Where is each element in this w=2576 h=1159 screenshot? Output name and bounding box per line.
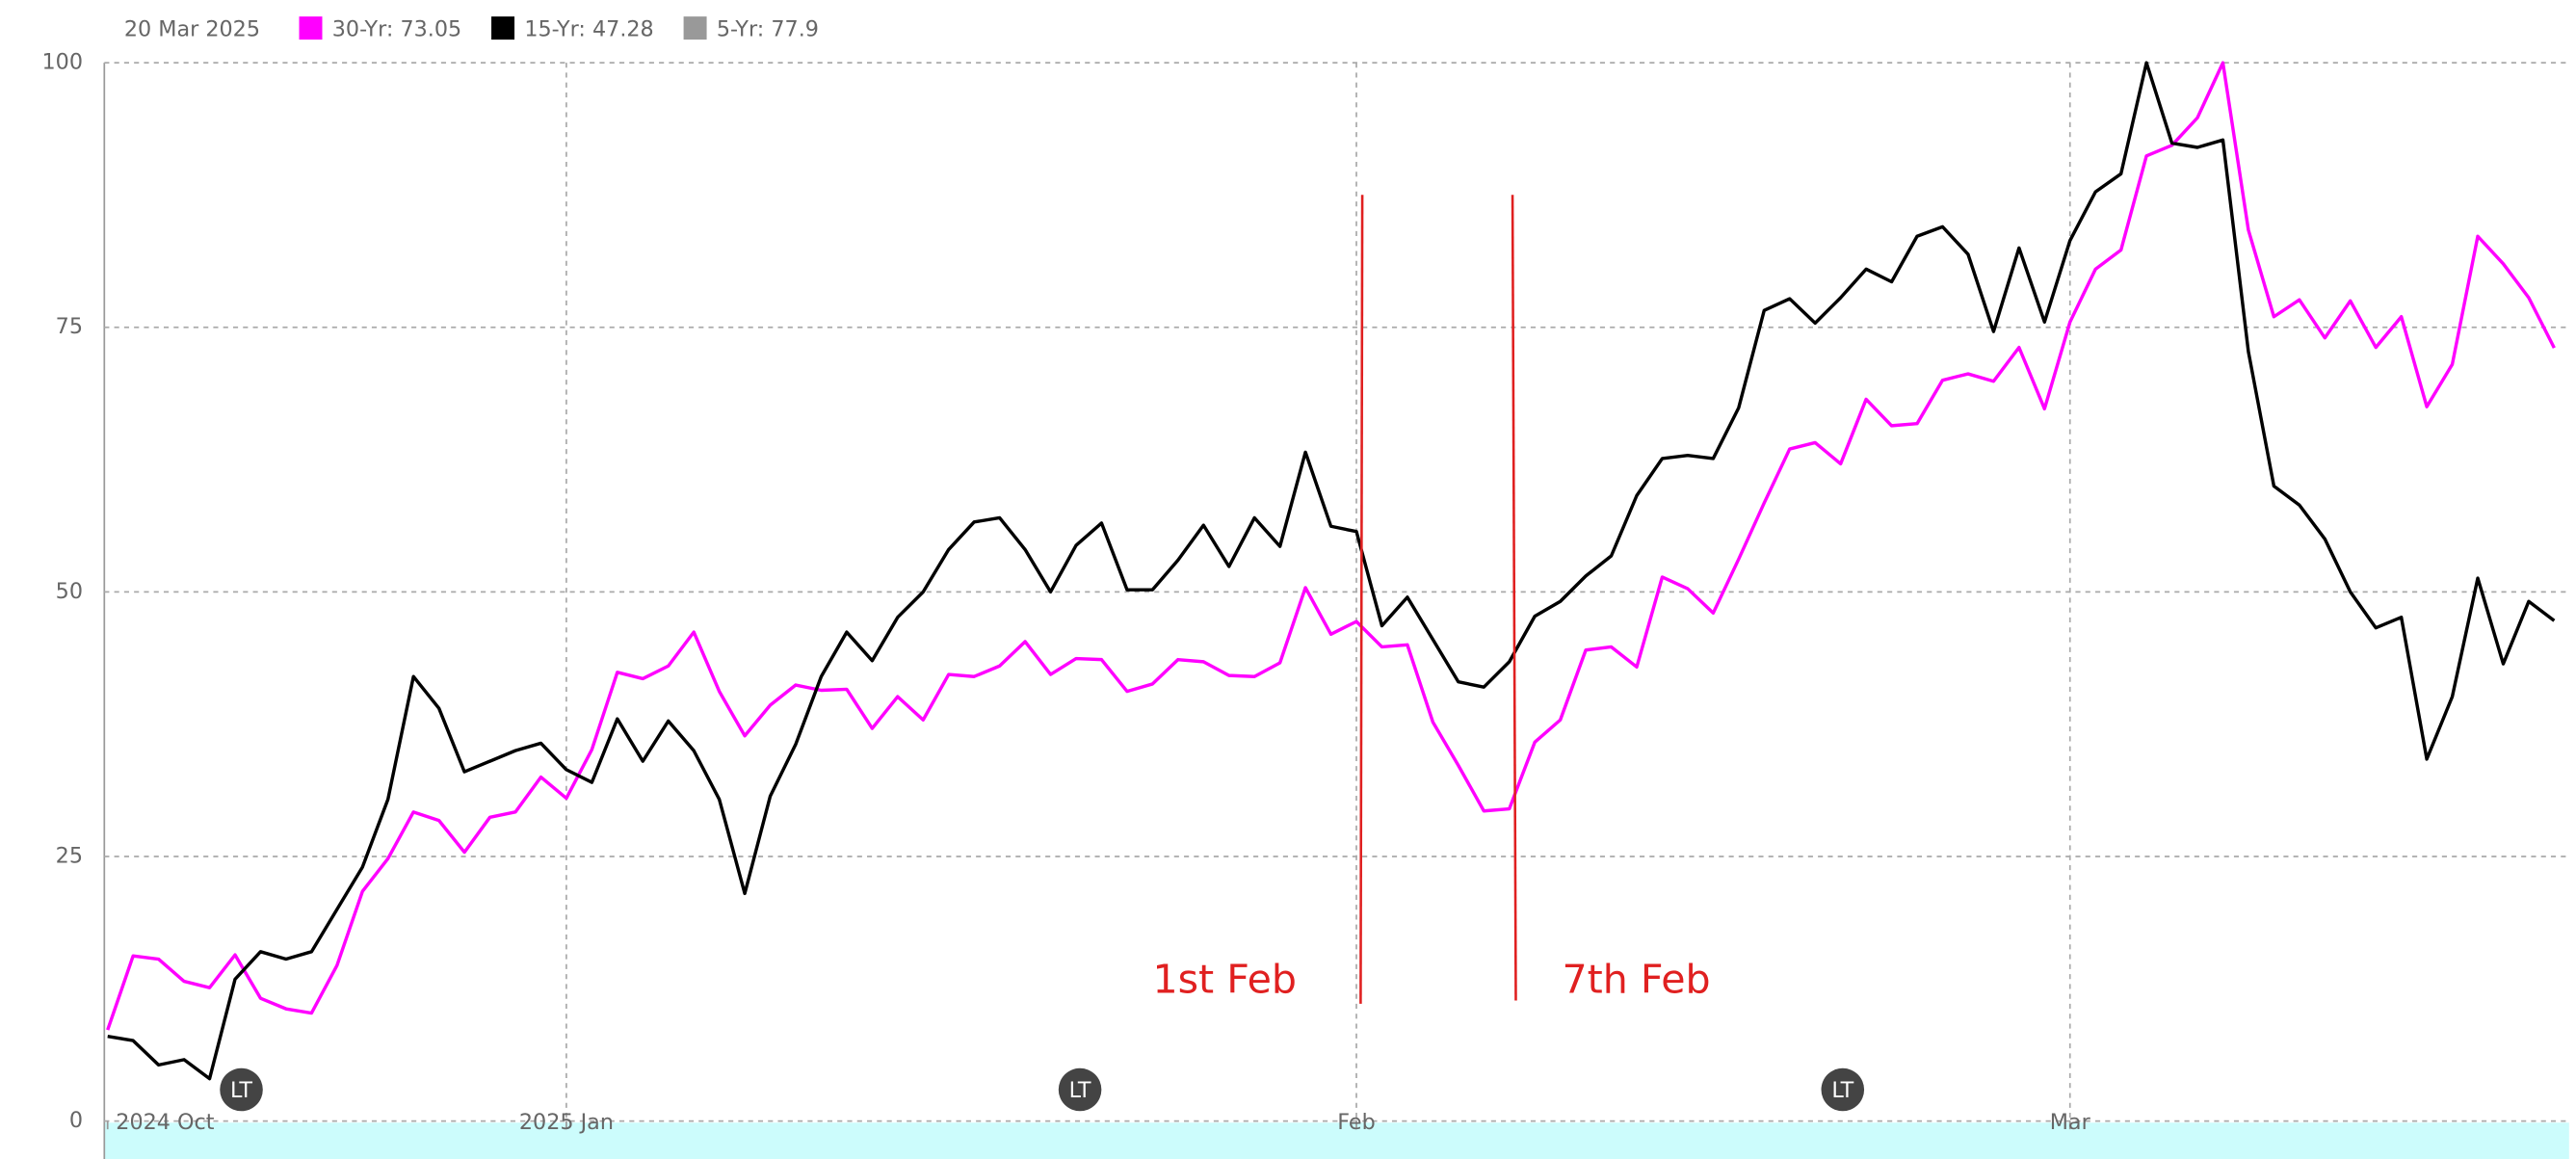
- y-tick-label: 50: [56, 579, 83, 604]
- marker[interactable]: LT: [220, 1067, 263, 1112]
- marker-circle[interactable]: [1058, 1067, 1102, 1112]
- legend-label: 30-Yr: 73.05: [332, 16, 461, 41]
- y-tick-label: 75: [56, 314, 83, 339]
- annotation-line: [1359, 195, 1364, 1004]
- marker-label[interactable]: LT: [1069, 1078, 1091, 1103]
- marker[interactable]: LT: [1058, 1067, 1102, 1112]
- x-tick-label: Mar: [2050, 1110, 2091, 1135]
- legend-date: 20 Mar 2025: [124, 16, 260, 41]
- y-tick-label: 0: [69, 1108, 83, 1133]
- series-line: [106, 61, 2556, 1031]
- legend-swatch: [299, 16, 323, 40]
- annotation: 1st Feb: [1152, 957, 1297, 1003]
- plot: 0 25 50 75 100 2024 Oct 2025 Jan Feb Mar: [42, 50, 2569, 1135]
- x-tick-label: Feb: [1337, 1110, 1375, 1135]
- series-line: [107, 61, 2556, 1081]
- x-tick-label: 2024 Oct: [116, 1110, 215, 1135]
- legend-swatch: [491, 16, 515, 40]
- x-axis-band: [104, 1122, 2569, 1159]
- marker-label[interactable]: LT: [1831, 1078, 1853, 1103]
- marker[interactable]: LT: [1821, 1067, 1865, 1112]
- y-tick-label: 25: [56, 843, 83, 868]
- legend-label: 5-Yr: 77.9: [717, 16, 819, 41]
- legend-label: 15-Yr: 47.28: [524, 16, 653, 41]
- annotation-line: [1511, 195, 1517, 1001]
- legend-swatch: [683, 16, 707, 40]
- x-tick-label: 2025 Jan: [519, 1110, 614, 1135]
- annotation: 7th Feb: [1562, 957, 1710, 1003]
- marker-circle[interactable]: [220, 1067, 263, 1112]
- marker-circle[interactable]: [1821, 1067, 1865, 1112]
- marker-label[interactable]: LT: [230, 1078, 252, 1103]
- y-tick-label: 100: [42, 50, 84, 75]
